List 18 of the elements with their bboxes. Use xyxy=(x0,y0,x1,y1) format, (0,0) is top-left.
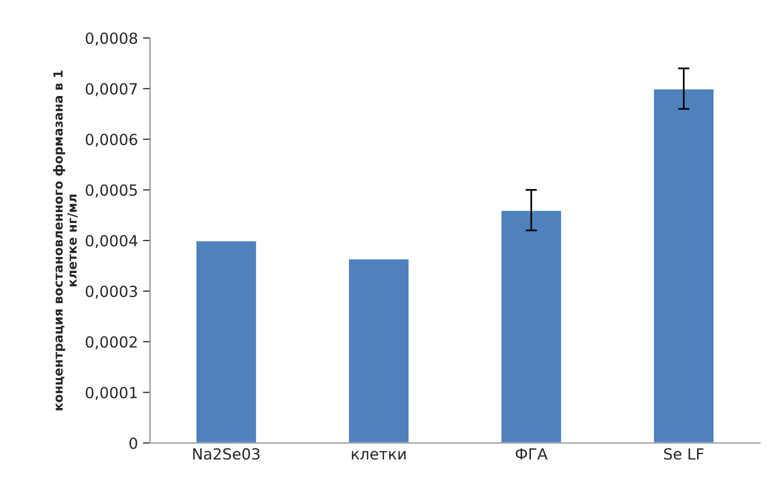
bar xyxy=(195,240,258,443)
y-tick-label: 0,0006 xyxy=(86,134,138,147)
x-tick-label: ФГА xyxy=(516,448,548,460)
y-tick-label: 0 xyxy=(129,437,138,450)
y-tick-label: 0,0008 xyxy=(86,32,138,46)
x-tick-label: Na2Se03 xyxy=(193,448,260,460)
y-tick-label: 0,0001 xyxy=(86,386,137,400)
bar xyxy=(348,258,410,443)
y-tick-label: 0,0003 xyxy=(86,286,137,299)
y-tick-label: 0,0007 xyxy=(86,83,137,96)
y-tick-label: 0,0005 xyxy=(86,184,137,198)
bar xyxy=(652,88,715,443)
y-axis-title: концентрация востановленного формазана в 1 клетке нг/мл xyxy=(53,70,78,410)
x-tick-label: Se LF xyxy=(664,448,704,460)
x-tick-label: клетки xyxy=(352,450,406,460)
y-tick-label: 0,0002 xyxy=(86,336,137,350)
bar xyxy=(500,209,562,443)
y-tick-label: 0,0004 xyxy=(86,234,138,248)
